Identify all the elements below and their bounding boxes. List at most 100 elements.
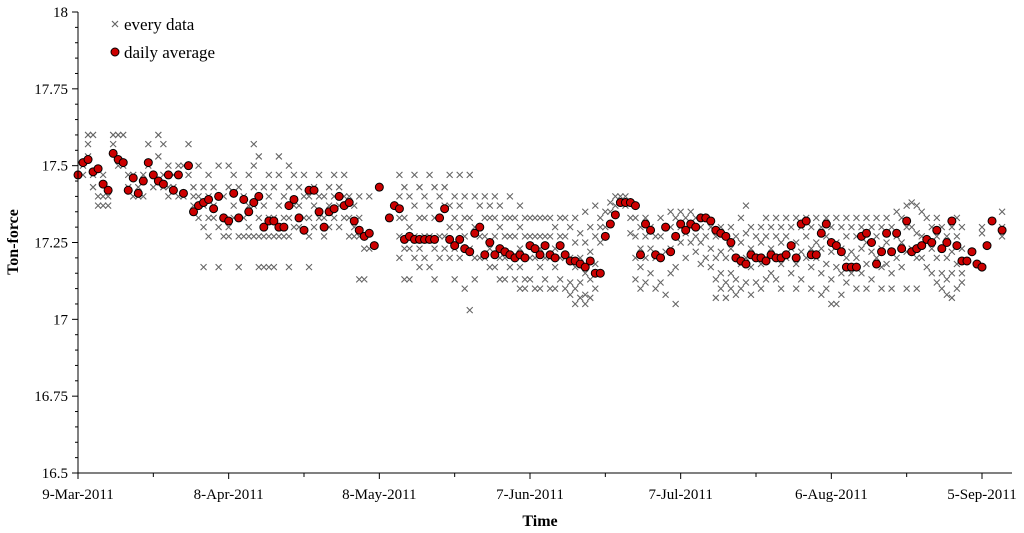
data-point-x bbox=[265, 171, 273, 179]
data-point-x bbox=[642, 214, 649, 222]
data-point-x bbox=[285, 183, 293, 191]
data-point-x bbox=[843, 279, 850, 286]
data-point-x bbox=[571, 239, 579, 246]
x-tick-label: 8-May-2011 bbox=[342, 487, 416, 503]
data-point-x bbox=[541, 232, 549, 240]
daily-average-point bbox=[967, 247, 977, 257]
data-point-x bbox=[461, 285, 469, 292]
data-point-x bbox=[285, 232, 293, 240]
data-point-x bbox=[285, 214, 293, 222]
data-point-x bbox=[591, 202, 599, 210]
data-point-x bbox=[365, 193, 373, 200]
daily-average-point bbox=[540, 241, 550, 251]
daily-average-point bbox=[168, 185, 178, 195]
data-point-x bbox=[305, 232, 313, 240]
daily-average-point bbox=[183, 161, 193, 171]
daily-average-point bbox=[480, 250, 490, 260]
data-point-x bbox=[913, 229, 921, 237]
data-point-x bbox=[682, 254, 690, 262]
data-point-x bbox=[456, 171, 464, 179]
data-point-x bbox=[350, 232, 358, 240]
daily-average-point bbox=[811, 250, 821, 260]
data-point-x bbox=[566, 279, 574, 286]
data-point-x bbox=[521, 275, 529, 283]
data-point-x bbox=[200, 263, 207, 271]
data-point-x bbox=[411, 254, 418, 262]
data-point-x bbox=[953, 285, 961, 292]
data-point-x bbox=[938, 285, 946, 292]
data-point-x bbox=[878, 223, 885, 231]
data-point-x bbox=[948, 223, 956, 231]
data-point-x bbox=[511, 214, 519, 222]
data-point-x bbox=[245, 223, 253, 231]
daily-average-point bbox=[475, 222, 485, 232]
data-point-x bbox=[576, 279, 584, 286]
daily-average-point bbox=[851, 262, 861, 272]
y-axis-title: Ton-force bbox=[5, 209, 22, 275]
data-point-x bbox=[958, 279, 966, 286]
data-point-x bbox=[185, 140, 192, 148]
data-point-x bbox=[792, 260, 800, 268]
data-point-x bbox=[195, 214, 202, 222]
data-point-x bbox=[777, 239, 785, 246]
data-point-x bbox=[421, 214, 428, 222]
data-point-x bbox=[883, 239, 890, 246]
data-point-x bbox=[832, 300, 840, 308]
data-point-x bbox=[556, 214, 564, 222]
daily-average-point bbox=[158, 179, 168, 189]
daily-average-point bbox=[289, 194, 299, 204]
daily-average-point bbox=[671, 231, 681, 241]
data-point-x bbox=[250, 140, 258, 148]
data-point-x bbox=[943, 254, 951, 262]
data-point-x bbox=[195, 193, 202, 200]
data-point-x bbox=[571, 214, 579, 222]
data-point-x bbox=[295, 202, 303, 210]
data-point-x bbox=[853, 254, 860, 262]
legend-every-data: every data bbox=[111, 15, 195, 34]
y-tick-label: 17.5 bbox=[42, 159, 68, 175]
daily-average-point bbox=[821, 219, 831, 229]
data-point-x bbox=[546, 285, 554, 292]
data-point-x bbox=[235, 232, 243, 240]
legend-label-every-data: every data bbox=[124, 15, 195, 34]
data-point-x bbox=[476, 202, 484, 210]
data-point-x bbox=[265, 193, 273, 200]
data-point-x bbox=[692, 248, 700, 256]
daily-average-point bbox=[580, 262, 590, 272]
data-point-x bbox=[466, 171, 474, 179]
daily-average-point bbox=[892, 228, 902, 238]
data-point-x bbox=[843, 232, 850, 240]
data-point-x bbox=[581, 291, 589, 299]
data-point-x bbox=[416, 245, 423, 253]
daily-average-point bbox=[98, 179, 108, 189]
data-point-x bbox=[807, 285, 815, 292]
data-point-x bbox=[903, 285, 911, 292]
data-point-x bbox=[446, 223, 454, 231]
data-point-x bbox=[596, 214, 604, 222]
daily-average-point bbox=[706, 216, 716, 226]
data-point-x bbox=[280, 232, 288, 240]
data-point-x bbox=[456, 202, 464, 210]
data-point-x bbox=[275, 171, 283, 179]
data-point-x bbox=[622, 193, 629, 200]
daily-average-point bbox=[455, 234, 465, 244]
data-point-x bbox=[702, 232, 710, 240]
data-point-x bbox=[943, 275, 951, 283]
data-point-x bbox=[757, 239, 765, 246]
data-point-x bbox=[777, 223, 785, 231]
data-point-x bbox=[104, 202, 112, 210]
data-point-x bbox=[114, 131, 122, 139]
data-point-x bbox=[446, 171, 454, 179]
daily-average-point bbox=[942, 238, 952, 247]
data-point-x bbox=[240, 232, 248, 240]
data-point-x bbox=[260, 183, 268, 191]
data-point-x bbox=[827, 248, 835, 256]
data-point-x bbox=[175, 162, 182, 170]
data-point-x bbox=[541, 275, 549, 283]
daily-average-point bbox=[234, 213, 244, 223]
data-point-x bbox=[456, 254, 464, 262]
data-point-x bbox=[667, 269, 675, 277]
x-tick-label: 7-Jul-2011 bbox=[648, 487, 712, 503]
daily-average-point bbox=[354, 225, 364, 235]
data-point-x bbox=[426, 171, 433, 179]
